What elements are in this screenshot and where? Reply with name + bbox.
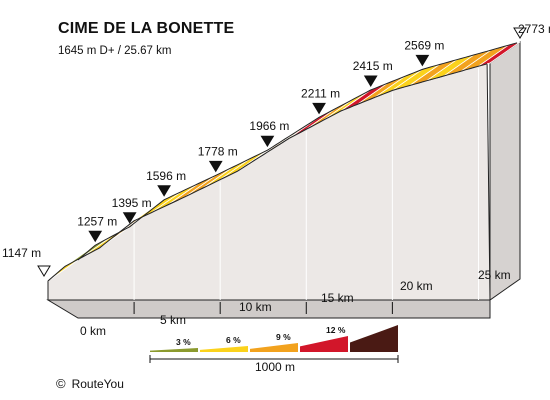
elevation-marker-icon [208,160,223,173]
copyright-icon: © [56,376,66,391]
elevation-marker-label: 2773 m [518,22,550,36]
chart-subtitle: 1645 m D+ / 25.67 km [58,45,172,57]
elevation-marker-label: 2211 m [301,86,340,100]
elevation-marker-label: 2569 m [404,38,444,52]
elevation-marker-icon [312,102,326,115]
copyright-owner: RouteYou [71,377,124,391]
elevation-marker-label: 1147 m [2,246,41,260]
elevation-marker-label: 1966 m [249,119,289,133]
elevation-marker-icon [122,212,137,224]
elevation-marker-label: 1257 m [77,214,117,228]
profile-base-slab [46,299,491,319]
legend-swatch [300,336,348,352]
summit-marker-icon [513,27,527,39]
summit-marker-icon [37,265,51,277]
elevation-marker-icon [363,75,378,87]
legend-label: 9 % [276,332,291,342]
legend-label: 3 % [176,337,191,347]
ribbon-back-edge [77,42,518,261]
distance-tick-label: 25 km [478,268,511,282]
profile-base-layer [46,41,521,319]
legend-label: 6 % [226,335,241,345]
elevation-marker-label: 2415 m [353,59,393,73]
grade-legend: 3 % 6 % 9 % 12 % 1000 m [149,325,399,374]
profile-front-face [47,63,491,301]
copyright-notice: © RouteYou [56,376,124,391]
distance-ticks-layer: 0 km 5 km 10 km 15 km 20 km 25 km [80,268,511,338]
legend-swatch [200,346,248,352]
elevation-marker-label: 1778 m [198,144,238,158]
elevation-markers-layer: 1147 m 1257 m 1395 m 1596 m 1778 m 1966 m 2211… [2,22,550,277]
distance-tick-label: 5 km [160,313,186,327]
legend-swatch [350,325,398,352]
elevation-marker-icon [157,185,171,197]
distance-tick-label: 20 km [400,279,433,293]
legend-label: 12 % [326,325,346,335]
elevation-marker-label: 1395 m [112,196,152,210]
distance-tick-label: 0 km [80,324,106,338]
legend-scale-label: 1000 m [255,360,295,374]
legend-swatch [250,343,298,352]
distance-tick-label: 15 km [321,291,354,305]
legend-swatch [150,348,198,352]
elevation-marker-icon [260,135,275,148]
profile-side-face [489,41,521,301]
elevation-marker-icon [88,230,103,243]
elevation-marker-icon [415,54,430,67]
chart-title: CIME DE LA BONETTE [58,20,235,37]
distance-tick-label: 10 km [239,300,272,314]
elevation-marker-label: 1596 m [146,169,186,183]
grade-segments-layer [47,41,521,282]
